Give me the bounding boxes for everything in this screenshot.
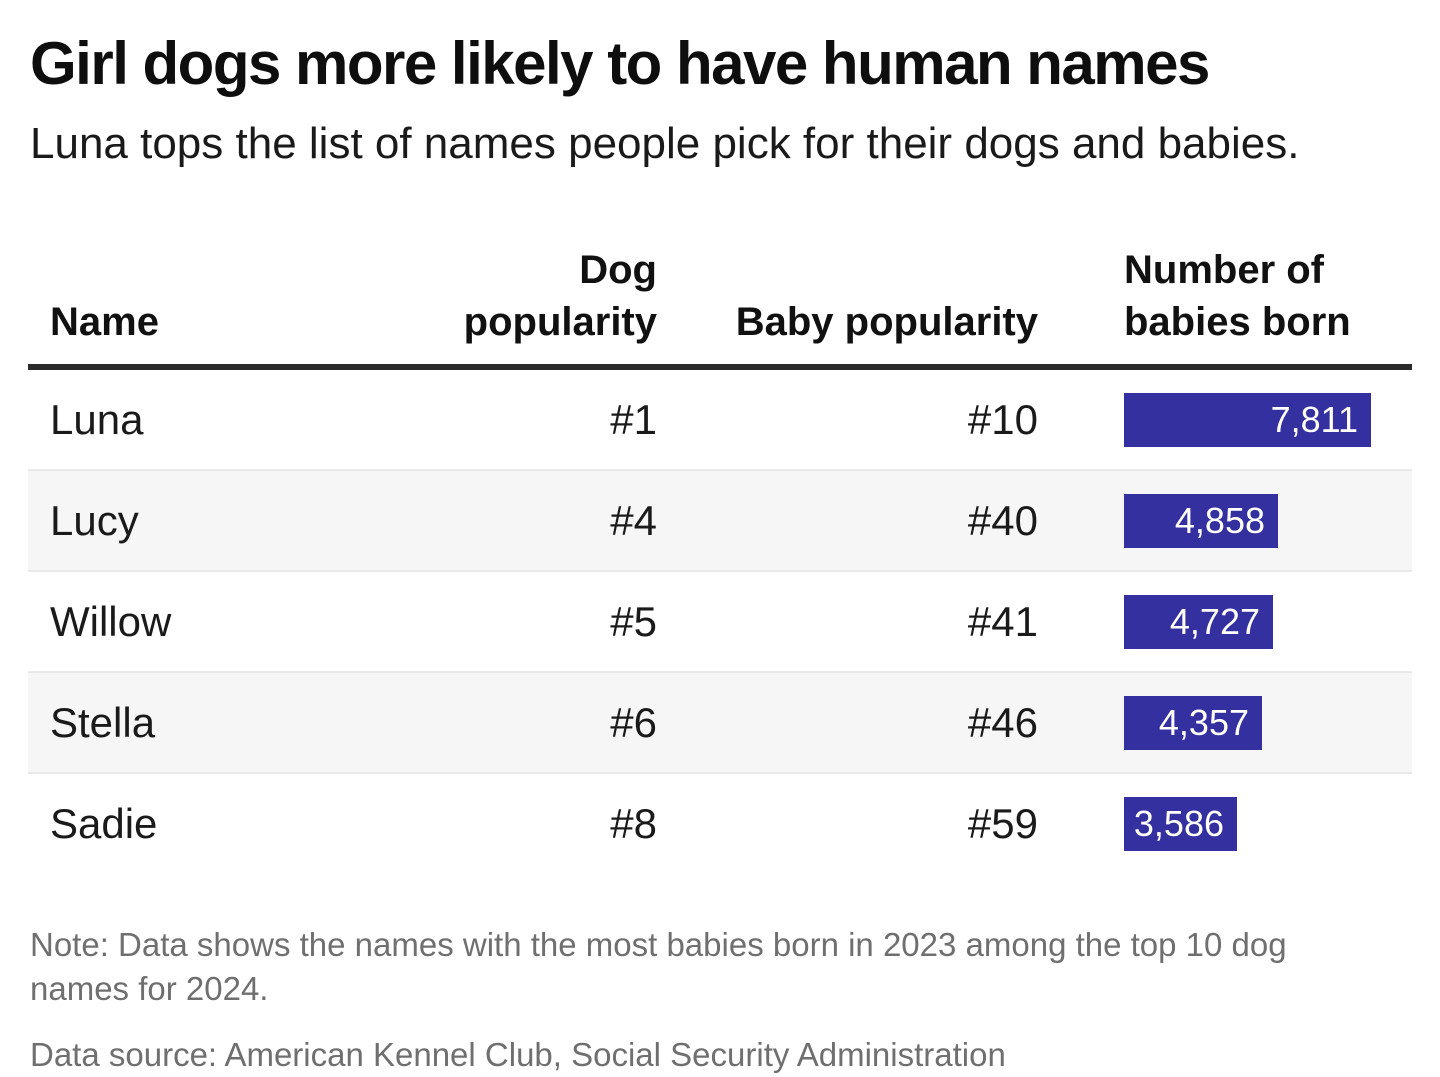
dog-popularity-cell: #8 bbox=[610, 799, 657, 847]
name-cell: Luna bbox=[50, 395, 144, 443]
table-body: Luna #1 #10 7,811 Lucy #4 #40 4,858 Willow #5 #41 4… bbox=[28, 370, 1412, 873]
dog-popularity-cell: #4 bbox=[610, 496, 657, 544]
table-row: Willow #5 #41 4,727 bbox=[28, 570, 1412, 671]
column-header-baby-popularity: Baby popularity bbox=[735, 300, 1038, 345]
baby-popularity-cell: #59 bbox=[967, 799, 1038, 847]
page-subtitle: Luna tops the list of names people pick … bbox=[30, 119, 1300, 169]
babies-born-bar: 3,586 bbox=[1124, 796, 1237, 851]
chart-note: Note: Data shows the names with the most… bbox=[30, 926, 1287, 1008]
babies-born-value: 4,858 bbox=[1174, 499, 1265, 541]
name-cell: Stella bbox=[50, 698, 156, 746]
babies-born-value: 4,727 bbox=[1169, 600, 1260, 642]
baby-popularity-cell: #46 bbox=[967, 698, 1038, 746]
table-row: Lucy #4 #40 4,858 bbox=[28, 469, 1412, 571]
babies-born-cell: 4,727 bbox=[1038, 594, 1412, 649]
table-row: Stella #6 #46 4,357 bbox=[28, 671, 1412, 773]
babies-born-value: 3,586 bbox=[1133, 802, 1224, 844]
data-table: Name Dog popularity Baby popularity Numb… bbox=[28, 230, 1412, 873]
dog-popularity-cell: #5 bbox=[610, 597, 657, 645]
column-header-name: Name bbox=[50, 300, 159, 345]
baby-popularity-cell: #40 bbox=[967, 496, 1038, 544]
babies-born-value: 7,811 bbox=[1270, 398, 1358, 440]
baby-popularity-cell: #41 bbox=[967, 597, 1038, 645]
table-row: Luna #1 #10 7,811 bbox=[28, 370, 1412, 469]
babies-born-cell: 4,858 bbox=[1038, 493, 1412, 548]
table-header-row: Name Dog popularity Baby popularity Numb… bbox=[28, 230, 1412, 371]
page-title: Girl dogs more likely to have human name… bbox=[30, 30, 1210, 97]
babies-born-value: 4,357 bbox=[1158, 701, 1249, 743]
name-cell: Willow bbox=[50, 597, 172, 645]
name-cell: Sadie bbox=[50, 799, 158, 847]
babies-born-bar: 4,858 bbox=[1124, 493, 1278, 548]
babies-born-cell: 7,811 bbox=[1038, 392, 1412, 447]
babies-born-bar: 4,727 bbox=[1124, 594, 1273, 649]
table-row: Sadie #8 #59 3,586 bbox=[28, 772, 1412, 873]
babies-born-cell: 4,357 bbox=[1038, 695, 1412, 750]
column-header-babies-born: Number of babies born bbox=[1124, 248, 1351, 345]
babies-born-bar: 7,811 bbox=[1124, 392, 1371, 447]
chart-footer: Note: Data shows the names with the most… bbox=[30, 923, 1412, 1077]
babies-born-bar: 4,357 bbox=[1124, 695, 1262, 750]
dog-popularity-cell: #1 bbox=[610, 395, 657, 443]
baby-popularity-cell: #10 bbox=[967, 395, 1038, 443]
chart-source: Data source: American Kennel Club, Socia… bbox=[30, 1036, 1006, 1074]
name-cell: Lucy bbox=[50, 496, 139, 544]
babies-born-cell: 3,586 bbox=[1038, 796, 1412, 851]
column-header-dog-popularity: Dog popularity bbox=[463, 248, 657, 345]
dog-popularity-cell: #6 bbox=[610, 698, 657, 746]
